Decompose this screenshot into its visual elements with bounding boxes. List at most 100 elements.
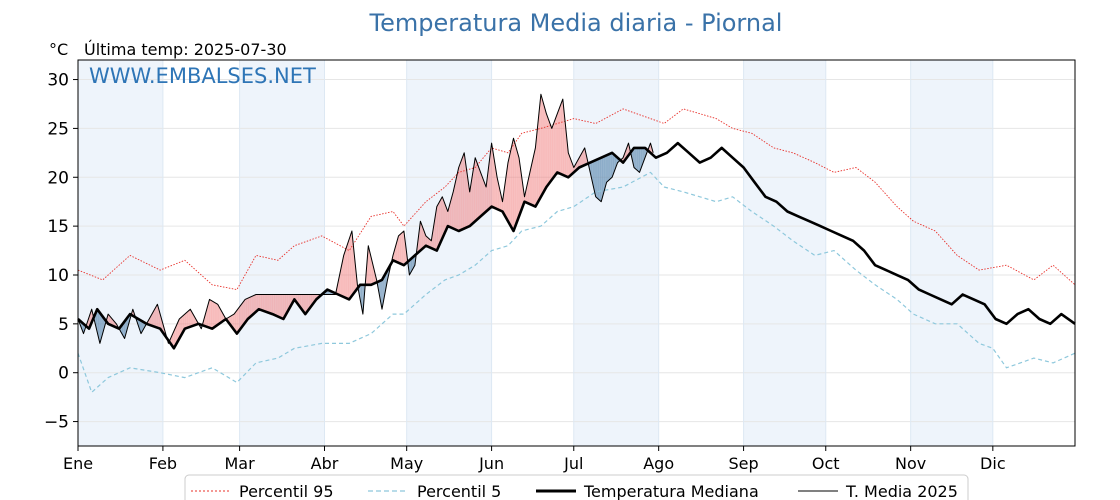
above-median-fill [251,296,253,316]
above-median-fill [341,261,343,297]
above-median-fill [273,294,275,315]
above-median-fill [584,147,585,166]
above-median-fill [253,295,254,315]
above-median-fill [579,155,581,168]
above-median-fill [154,309,155,327]
above-median-fill [462,156,463,230]
above-median-fill [352,237,354,295]
above-median-fill [258,294,260,310]
above-median-fill [541,96,543,196]
above-median-fill [150,315,152,326]
above-median-fill [544,106,546,191]
month-band [910,60,993,446]
x-tick-label: Oct [812,454,840,473]
above-median-fill [308,294,309,311]
above-median-fill [438,201,440,246]
above-median-fill [177,322,178,343]
above-median-fill [401,232,403,265]
above-median-fill [494,160,496,209]
above-median-fill [445,205,447,231]
above-median-fill [583,149,585,166]
above-median-fill [516,147,517,224]
above-median-fill [439,200,441,245]
above-median-fill [460,160,462,231]
above-median-fill [534,147,536,207]
below-median-fill [143,321,144,330]
above-median-fill [455,176,457,231]
above-median-fill [436,206,437,251]
above-median-fill [551,126,552,181]
above-median-fill [475,159,477,221]
above-median-fill [267,294,269,313]
above-median-fill [499,186,500,211]
above-median-fill [286,294,288,313]
above-median-fill [210,299,211,329]
above-median-fill [265,294,267,312]
below-median-fill [642,147,644,164]
above-median-fill [342,258,343,297]
above-median-fill [477,163,478,220]
above-median-fill [188,309,190,328]
above-median-fill [532,157,534,206]
above-median-fill [462,154,464,230]
below-median-fill [640,147,642,169]
above-median-fill [177,320,179,341]
above-median-fill [485,185,487,213]
above-median-fill [190,310,192,327]
above-median-fill [545,111,547,189]
above-median-fill [234,313,235,331]
below-median-fill [413,256,415,268]
above-median-fill [562,99,564,176]
below-median-fill [97,309,98,335]
above-median-fill [531,160,533,206]
above-median-fill [180,317,182,337]
above-median-fill [478,166,480,219]
above-median-fill [178,318,180,340]
above-median-fill [479,168,480,218]
below-median-fill [412,256,414,269]
below-median-fill [594,160,596,197]
above-median-fill [559,106,561,174]
above-median-fill [245,299,246,323]
above-median-fill [423,228,424,249]
above-median-fill [556,113,558,174]
above-median-fill [521,172,522,211]
below-median-fill [140,320,141,334]
above-median-fill [518,157,520,217]
above-median-fill [627,144,628,158]
above-median-fill [512,141,513,230]
month-band [743,60,826,446]
above-median-fill [480,172,482,217]
above-median-fill [340,268,341,296]
above-median-fill [521,177,523,210]
above-median-fill [235,311,237,333]
above-median-fill [175,325,177,345]
above-median-fill [508,159,509,223]
y-tick-label: 15 [47,217,69,237]
above-median-fill [301,294,302,310]
above-median-fill [215,303,217,327]
unit-label: °C [49,40,68,59]
above-median-fill [554,119,556,177]
above-median-fill [579,156,580,168]
above-median-fill [470,183,472,226]
above-median-fill [558,108,560,174]
above-median-fill [187,311,189,328]
above-median-fill [509,153,511,225]
below-median-fill [384,274,385,299]
x-tick-label: Feb [149,454,177,473]
above-median-fill [108,314,110,325]
below-median-fill [611,152,613,178]
above-median-fill [208,299,210,328]
above-median-fill [182,315,183,334]
above-median-fill [444,202,446,234]
above-median-fill [581,151,583,167]
below-median-fill [610,153,611,180]
above-median-fill [473,166,474,224]
y-tick-label: 10 [47,266,69,286]
y-axis: 30 25 20 15 10 5 0 −5 [44,71,78,433]
above-median-fill [487,170,489,211]
above-median-fill [430,240,432,249]
above-median-fill [403,231,404,266]
